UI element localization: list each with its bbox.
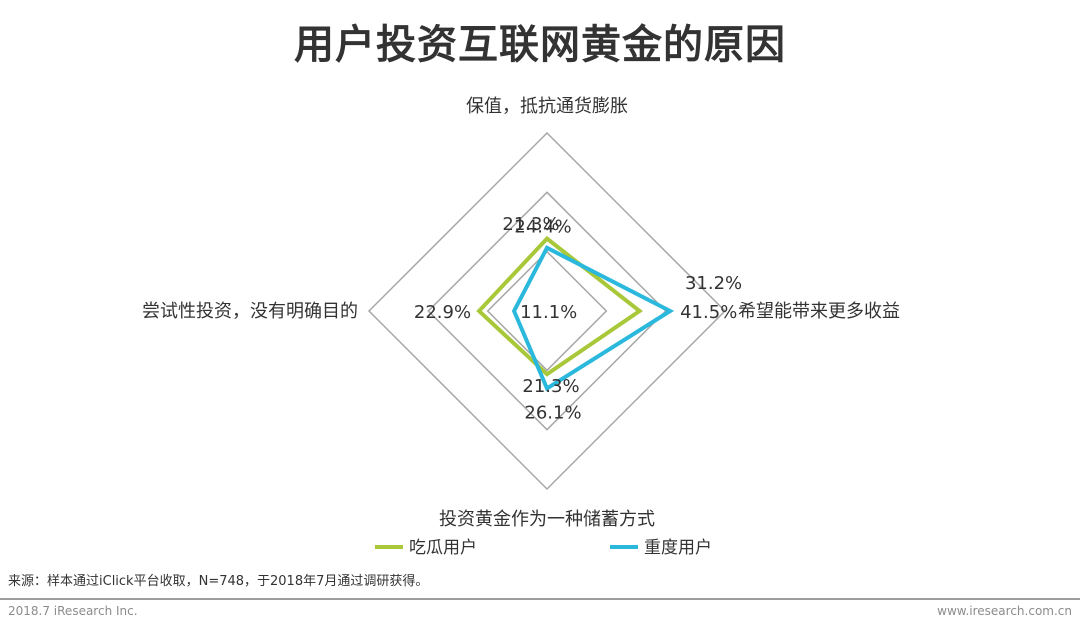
series-line-0 [476,235,643,377]
legend-label-0: 吃瓜用户 [409,538,477,558]
footer-divider [0,598,1080,600]
chart-title: 用户投资互联网黄金的原因 [294,22,786,68]
footer-website: www.iresearch.com.cn [937,604,1072,618]
data-label-1-1: 41.5% [680,302,737,323]
data-label-1-2: 26.1% [524,402,581,423]
axis-label-0: 保值，抵抗通货膨胀 [466,96,628,117]
axis-label-2: 投资黄金作为一种储蓄方式 [439,509,655,530]
radar-grid [367,131,727,491]
legend: 吃瓜用户 重度用户 [375,538,712,558]
data-label-1-3: 11.1% [520,302,577,323]
data-label-1-0: 21.3% [502,214,559,235]
gridline-2 [367,131,727,491]
axis-label-1: 希望能带来更多收益 [738,301,900,322]
legend-label-1: 重度用户 [644,538,712,558]
radar-series [476,235,675,392]
gridline-1 [427,191,667,431]
data-label-0-0: 24.4% [514,217,571,238]
series-line-1 [511,245,675,392]
data-label-0-2: 21.3% [522,376,579,397]
footer-copyright: 2018.7 iResearch Inc. [8,604,138,618]
gridline-0 [486,250,608,372]
data-labels: 24.4% 31.2% 21.3% 22.9% 21.3% 41.5% 26.1% 11.1% [414,214,742,424]
axis-label-3: 尝试性投资，没有明确目的 [142,301,358,322]
source-note: 来源：样本通过iClick平台收取，N=748，于2018年7月通过调研获得。 [8,574,429,589]
data-label-0-3: 22.9% [414,302,471,323]
data-label-0-1: 31.2% [685,273,742,294]
